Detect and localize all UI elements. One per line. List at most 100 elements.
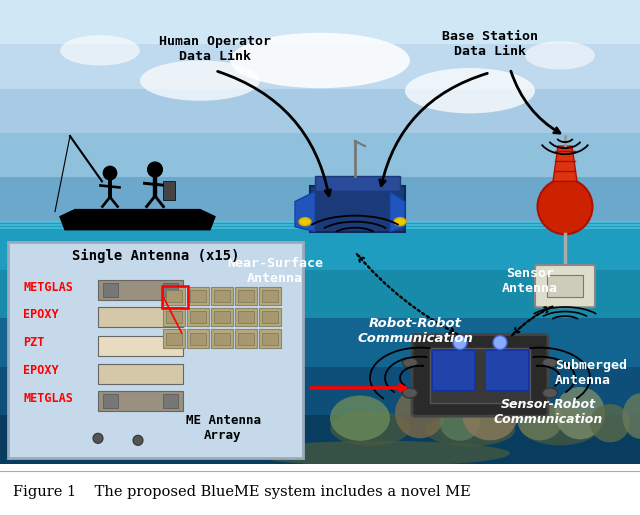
FancyBboxPatch shape [163, 287, 185, 305]
FancyBboxPatch shape [98, 307, 183, 328]
Bar [0, 221, 640, 270]
FancyBboxPatch shape [235, 330, 257, 348]
FancyBboxPatch shape [412, 335, 548, 416]
Circle shape [93, 433, 103, 443]
Text: Sensor-Robot
Communication: Sensor-Robot Communication [493, 398, 603, 426]
Text: Submerged
Antenna: Submerged Antenna [555, 359, 627, 387]
Ellipse shape [543, 388, 557, 398]
Bar [0, 270, 640, 318]
Text: Human Operator
Data Link: Human Operator Data Link [159, 35, 271, 63]
FancyBboxPatch shape [259, 330, 281, 348]
Polygon shape [553, 146, 577, 181]
Text: Robot-Robot
Communication: Robot-Robot Communication [357, 317, 473, 346]
Bar [0, 367, 640, 415]
Text: Near-Surface
Antenna: Near-Surface Antenna [227, 257, 323, 285]
Bar [238, 312, 254, 323]
FancyBboxPatch shape [211, 287, 233, 305]
Ellipse shape [230, 33, 410, 88]
Bar [485, 350, 528, 390]
Circle shape [148, 162, 163, 177]
FancyBboxPatch shape [259, 287, 281, 305]
Text: METGLAS: METGLAS [23, 391, 73, 404]
FancyBboxPatch shape [535, 265, 595, 307]
Bar [163, 283, 178, 297]
Bar [0, 318, 640, 367]
FancyBboxPatch shape [163, 308, 185, 327]
Ellipse shape [403, 388, 417, 398]
FancyBboxPatch shape [8, 242, 303, 458]
Bar [262, 290, 278, 302]
Circle shape [103, 166, 116, 180]
Bar [163, 394, 178, 408]
FancyBboxPatch shape [98, 364, 183, 384]
Ellipse shape [299, 218, 311, 226]
Bar [103, 394, 118, 408]
Bar [430, 348, 530, 403]
Text: Figure 1    The proposed BlueME system includes a novel ME: Figure 1 The proposed BlueME system incl… [13, 485, 470, 499]
Bar [238, 290, 254, 302]
Text: EPOXY: EPOXY [23, 308, 59, 321]
Bar [0, 0, 640, 44]
Bar [547, 275, 583, 297]
Ellipse shape [525, 41, 595, 70]
Ellipse shape [140, 60, 260, 101]
Text: METGLAS: METGLAS [23, 281, 73, 294]
Bar [315, 176, 400, 192]
Text: ME Antenna
Array: ME Antenna Array [186, 414, 260, 442]
FancyBboxPatch shape [259, 308, 281, 327]
Text: EPOXY: EPOXY [23, 364, 59, 377]
Bar [166, 290, 182, 302]
FancyBboxPatch shape [98, 336, 183, 356]
Ellipse shape [520, 407, 600, 445]
Bar [0, 415, 640, 464]
Bar [214, 333, 230, 345]
Ellipse shape [250, 441, 510, 466]
Text: Single Antenna (x15): Single Antenna (x15) [72, 249, 239, 263]
Ellipse shape [590, 404, 630, 442]
Ellipse shape [543, 358, 557, 368]
Ellipse shape [463, 392, 518, 440]
Bar [190, 312, 206, 323]
Circle shape [493, 336, 507, 350]
FancyBboxPatch shape [235, 287, 257, 305]
FancyBboxPatch shape [163, 330, 185, 348]
Polygon shape [60, 210, 215, 230]
Bar [103, 283, 118, 297]
Bar [432, 350, 474, 390]
Polygon shape [390, 192, 405, 232]
Ellipse shape [394, 218, 406, 226]
Bar [163, 181, 175, 199]
Circle shape [453, 336, 467, 350]
Ellipse shape [405, 68, 535, 113]
Bar [0, 177, 640, 221]
Bar [238, 333, 254, 345]
Ellipse shape [440, 406, 480, 441]
Ellipse shape [623, 393, 640, 439]
Ellipse shape [330, 410, 410, 446]
Bar [0, 44, 640, 89]
Bar [0, 89, 640, 133]
Ellipse shape [403, 358, 417, 368]
Ellipse shape [60, 35, 140, 65]
Ellipse shape [395, 388, 445, 438]
FancyBboxPatch shape [187, 308, 209, 327]
FancyBboxPatch shape [98, 280, 183, 300]
Text: Base Station
Data Link: Base Station Data Link [442, 30, 538, 58]
Bar [190, 290, 206, 302]
FancyBboxPatch shape [211, 308, 233, 327]
Bar [310, 186, 405, 232]
Bar [214, 312, 230, 323]
Bar [190, 333, 206, 345]
Ellipse shape [330, 396, 390, 441]
Polygon shape [295, 192, 315, 232]
Text: Sensor
Antenna: Sensor Antenna [502, 267, 558, 295]
Bar [262, 312, 278, 323]
Text: PZT: PZT [23, 336, 44, 349]
FancyBboxPatch shape [235, 308, 257, 327]
Bar [166, 312, 182, 323]
FancyBboxPatch shape [98, 391, 183, 411]
Bar [166, 333, 182, 345]
Circle shape [133, 435, 143, 445]
FancyBboxPatch shape [187, 330, 209, 348]
FancyBboxPatch shape [211, 330, 233, 348]
